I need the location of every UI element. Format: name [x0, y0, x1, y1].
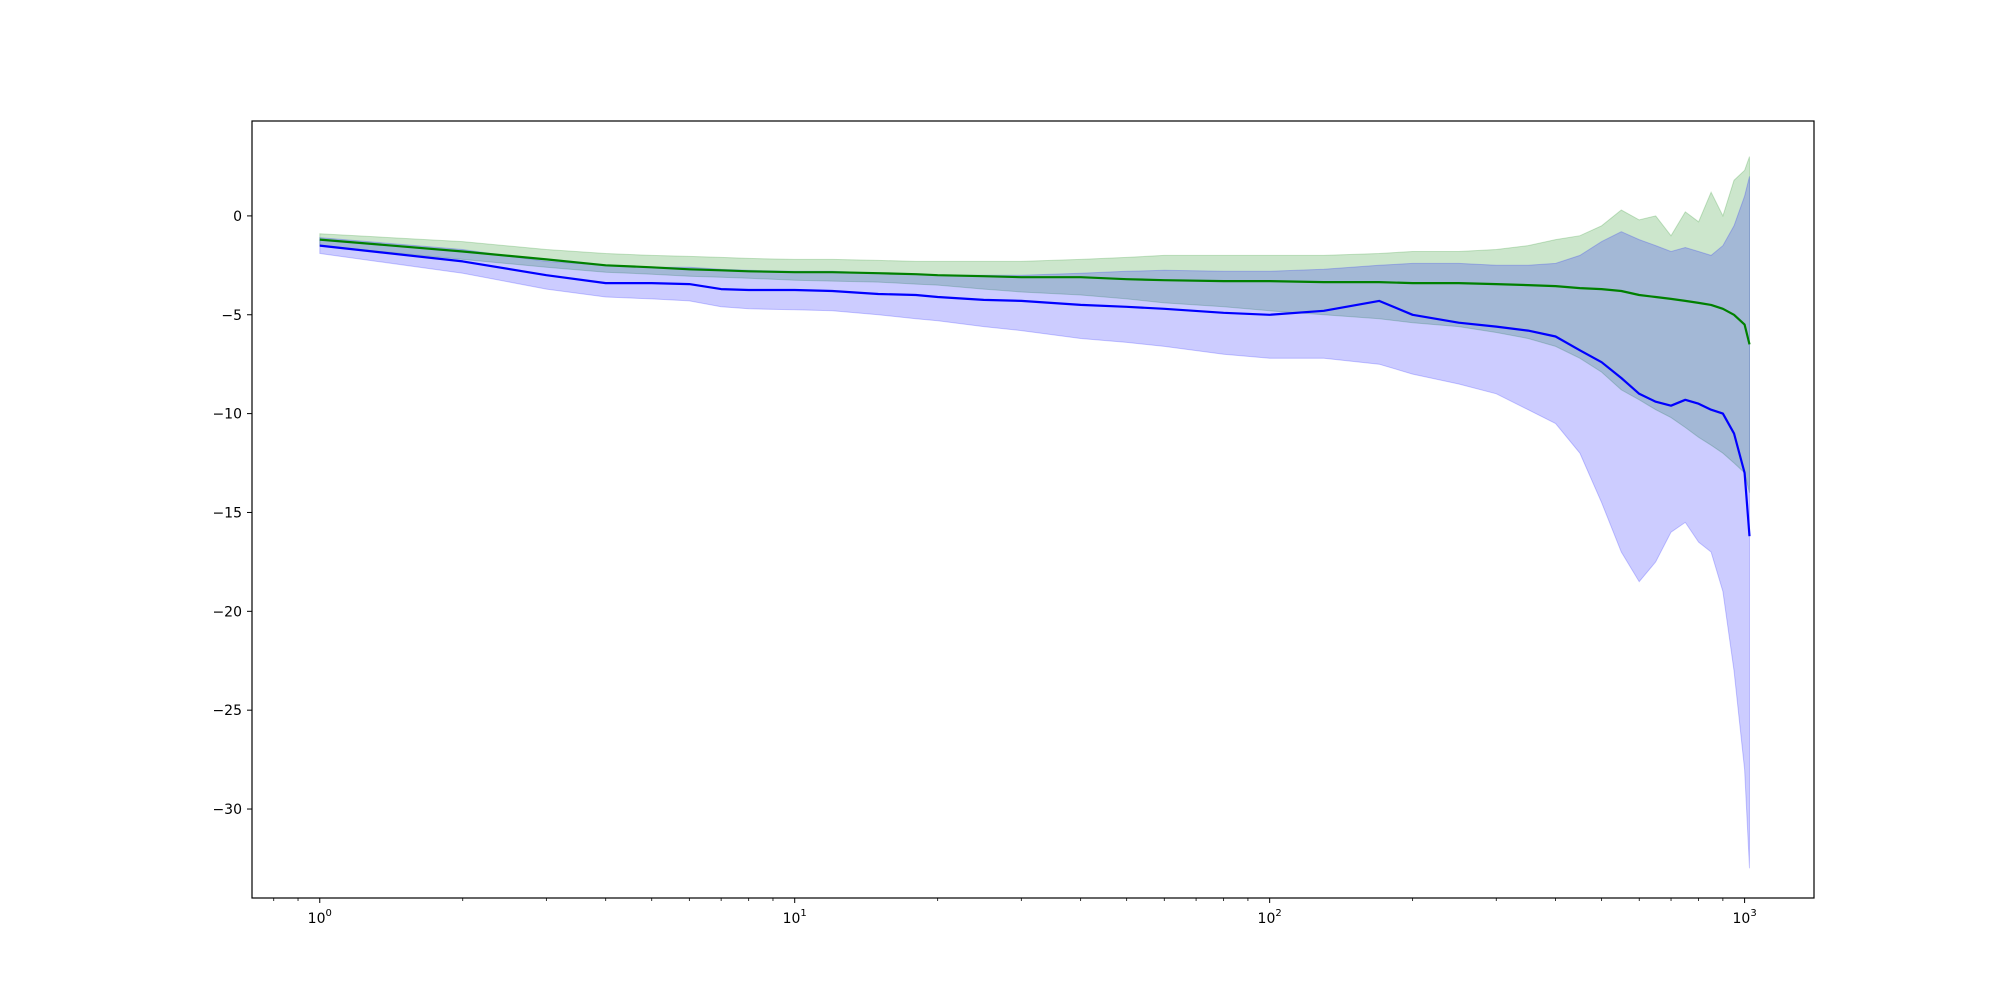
- series-1-band: [319, 156, 1750, 493]
- y-tick-label: −25: [212, 703, 242, 719]
- plot-area: [319, 156, 1751, 869]
- y-axis: 0 −5 −10 −15 −20 −25 −30: [212, 209, 252, 818]
- y-tick-label: −15: [212, 505, 242, 521]
- series-2-band: [319, 176, 1750, 869]
- x-tick-label: 101: [783, 908, 807, 927]
- x-tick-label: 102: [1258, 908, 1282, 927]
- series-2-line: [319, 244, 1751, 537]
- x-tick-label: 103: [1732, 908, 1756, 927]
- y-tick-label: −5: [221, 308, 242, 324]
- y-tick-label: −30: [212, 802, 242, 818]
- y-tick-label: 0: [233, 209, 242, 225]
- series-1-line: [319, 238, 1751, 345]
- x-tick-label: 100: [308, 908, 332, 927]
- y-tick-label: −10: [212, 407, 242, 423]
- plot-frame: [251, 120, 1815, 899]
- x-axis: 100 101 102 103: [273, 898, 1757, 927]
- y-tick-label: −20: [212, 604, 242, 620]
